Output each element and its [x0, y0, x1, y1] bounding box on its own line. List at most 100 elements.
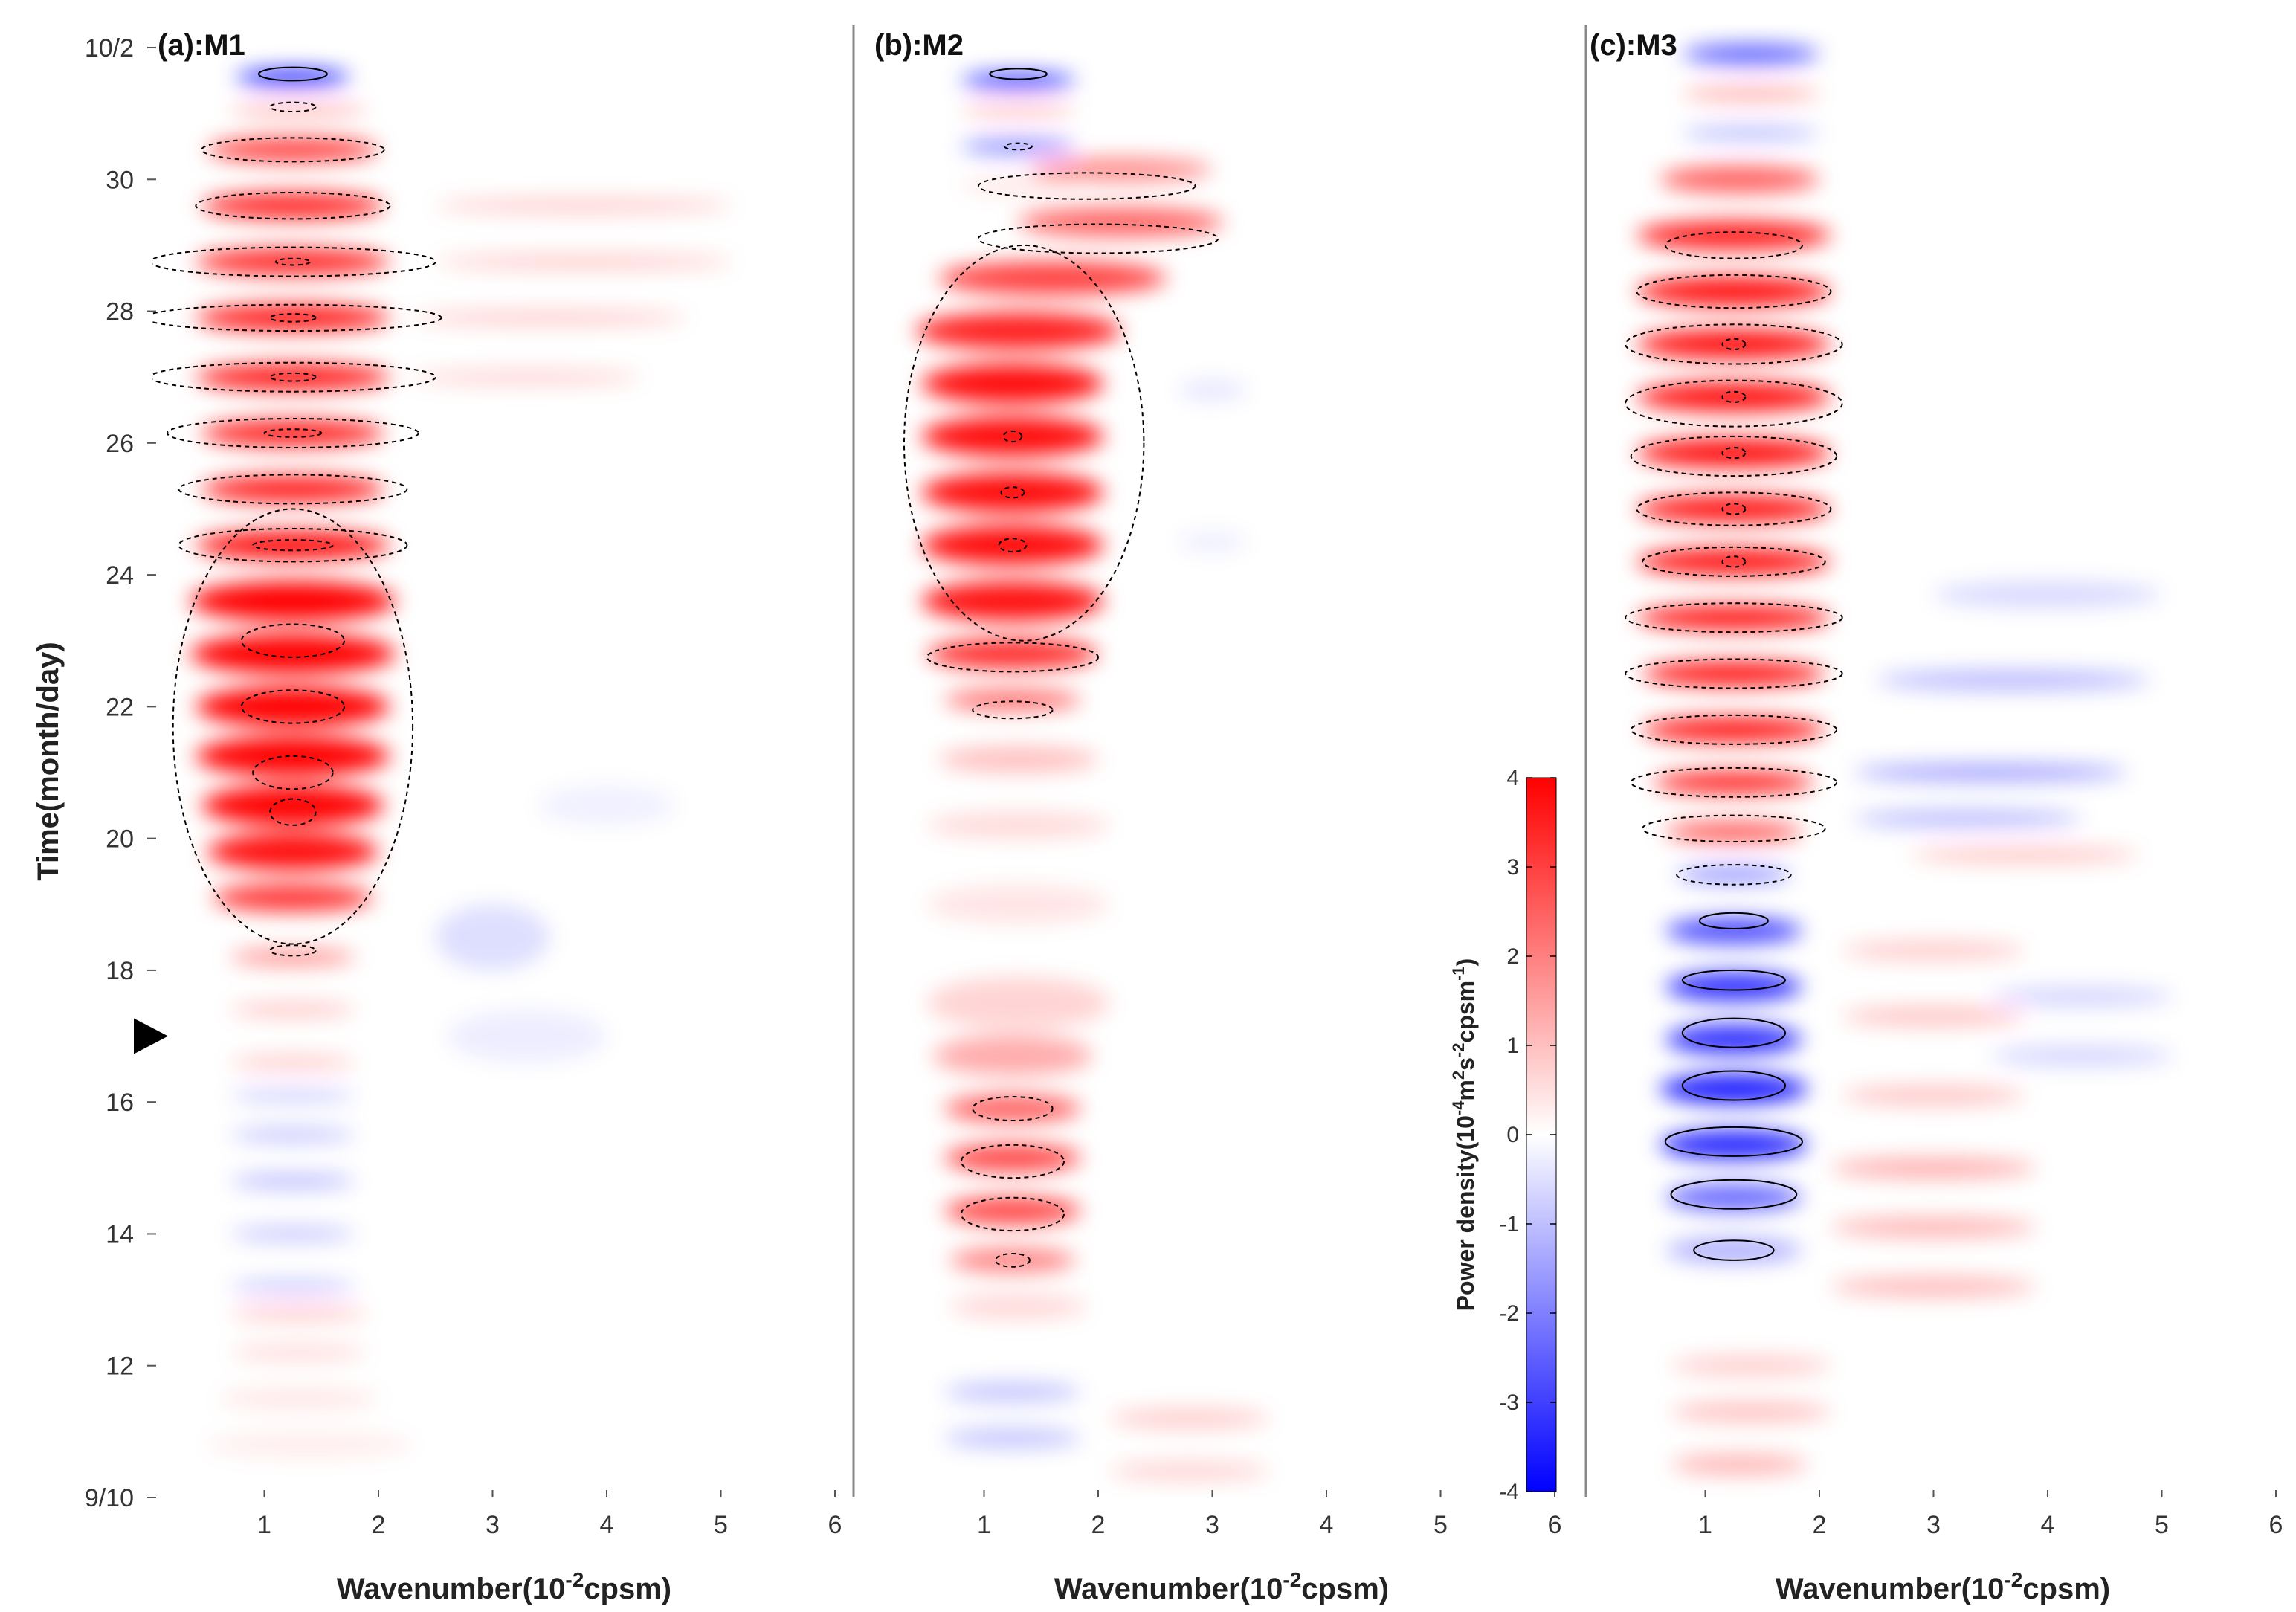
panel-b-power-blob-26 [944, 1428, 1081, 1448]
panel-b-power-blob-0 [961, 72, 1076, 88]
panel-a-power-blob-7 [201, 419, 384, 447]
panel-c-x-ticks: 1 2 3 4 5 6 [1698, 1490, 2283, 1539]
panel-b: (b):M2 1 2 3 4 5 6 Wavenumber(10-2cpsm) [874, 29, 1561, 1605]
panel-c-contour-15 [1681, 1017, 1786, 1048]
panel-b-contour-10 [972, 1096, 1054, 1121]
panel-c-x-tick-label-3: 3 [1926, 1511, 1941, 1539]
panel-a-power-blob-16 [213, 884, 373, 912]
panel-c-title: (c):M3 [1590, 29, 1677, 62]
panel-a-contour-19 [269, 798, 317, 826]
panel-a-power-blob-35 [538, 785, 676, 825]
panel-a-x-tick-label-1: 1 [257, 1511, 271, 1539]
panel-a: (a):M1 1 2 3 4 5 6 Wavenumber(10-2cpsm) [152, 29, 842, 1605]
panel-c-heatmap-layer [1636, 44, 2173, 1474]
panel-a-x-tick-label-3: 3 [486, 1511, 500, 1539]
panel-a-power-blob-12 [196, 686, 390, 727]
panel-b-x-tick-label-3: 3 [1205, 1511, 1219, 1539]
colorbar-tick-label--2: -2 [1499, 1301, 1519, 1326]
panel-a-contour-10 [252, 539, 334, 552]
panel-c-contour-22 [1721, 447, 1747, 460]
panel-c-power-blob-26 [1671, 1454, 1808, 1474]
panel-c-contour-24 [1721, 555, 1747, 568]
y-tick-label-18: 28 [106, 298, 134, 326]
panel-c-power-blob-22 [1665, 1184, 1802, 1211]
panel-c-contour-14 [1681, 969, 1786, 991]
panel-c-power-blob-2 [1682, 125, 1819, 141]
panel-a-title: (a):M1 [158, 29, 245, 62]
panel-b-contours [903, 68, 1219, 1268]
panel-a-power-blob-32 [413, 370, 641, 384]
panel-b-contour-8 [926, 642, 1100, 673]
y-tick-label-4: 14 [106, 1220, 134, 1248]
panel-a-power-blob-10 [190, 581, 396, 622]
panel-c-contour-19 [1693, 1239, 1775, 1261]
panel-c-contour-21 [1721, 390, 1747, 403]
colorbar-label: Power density(10-4m2s-2cpsm-1) [1449, 958, 1479, 1312]
panel-c-contour-7 [1625, 602, 1843, 633]
panel-c-power-blob-0 [1682, 44, 1819, 65]
panel-b-power-blob-1 [961, 103, 1076, 117]
panel-c-power-blob-21 [1660, 1130, 1808, 1160]
panel-b-x-tick-label-2: 2 [1091, 1511, 1106, 1539]
panel-a-power-blob-6 [196, 364, 390, 390]
panel-a-power-blob-29 [435, 199, 732, 213]
panel-c-power-blob-36 [1831, 1217, 2037, 1237]
panel-a-power-blob-4 [196, 248, 390, 275]
panel-a-x-tick-label-2: 2 [372, 1511, 386, 1539]
y-tick-label-2: 12 [106, 1353, 134, 1381]
panel-c-contour-0 [1664, 231, 1803, 259]
panel-b-power-blob-3 [961, 179, 1076, 193]
y-axis-label: Time(month/day) [32, 642, 65, 881]
panel-c-power-blob-32 [1842, 941, 2025, 961]
panel-a-power-blob-30 [435, 255, 732, 268]
panel-a-heatmap [190, 69, 732, 1458]
panel-a-power-blob-19 [230, 1056, 356, 1069]
panel-b-power-blob-27 [1109, 1408, 1270, 1428]
panel-b-power-blob-12 [921, 581, 1104, 622]
panel-c-contour-4 [1630, 435, 1838, 477]
panel-b-contour-1 [1004, 142, 1033, 151]
panel-c-contour-20 [1721, 338, 1747, 350]
panel-b-x-ticks: 1 2 3 4 5 6 [977, 1490, 1561, 1539]
panel-c-xlabel: Wavenumber(10-2cpsm) [1776, 1568, 2110, 1605]
panel-a-power-blob-20 [230, 1089, 356, 1103]
panel-c-power-blob-38 [1990, 987, 2173, 1007]
panel-c-power-blob-5 [1636, 277, 1831, 306]
y-tick-label-12: 22 [106, 693, 134, 721]
panel-a-power-blob-34 [447, 1010, 607, 1063]
panel-c-x-tick-label-2: 2 [1813, 1511, 1827, 1539]
panel-b-contour-9 [972, 700, 1054, 720]
y-tick-label-0: 9/10 [85, 1484, 134, 1512]
panel-c-power-blob-6 [1636, 329, 1831, 359]
panel-c-power-blob-10 [1636, 548, 1831, 576]
panels: (a):M1 1 2 3 4 5 6 Wavenumber(10-2cpsm) (b):M… [152, 29, 2283, 1605]
panel-a-power-blob-22 [230, 1174, 356, 1188]
panel-c-power-blob-14 [1654, 772, 1814, 793]
panel-c-contour-10 [1630, 767, 1838, 798]
y-tick-label-8: 18 [106, 957, 134, 985]
panel-c-x-tick-label-4: 4 [2041, 1511, 2055, 1539]
panel-b-contour-2 [977, 172, 1196, 200]
panel-a-x-tick-label-5: 5 [714, 1511, 728, 1539]
panel-b-power-blob-18 [926, 976, 1110, 1030]
panel-b-power-blob-25 [944, 1382, 1081, 1402]
panel-a-power-blob-18 [230, 1003, 356, 1016]
colorbar-tick-label--3: -3 [1499, 1390, 1519, 1415]
panel-a-contour-15 [172, 508, 414, 945]
y-tick-label-6: 16 [106, 1089, 134, 1117]
panel-b-contour-13 [994, 1253, 1031, 1268]
panel-a-contour-13 [263, 428, 323, 438]
panel-b-power-blob-30 [1178, 532, 1247, 552]
panel-c-contour-12 [1676, 864, 1792, 886]
panel-c-contour-8 [1625, 658, 1843, 689]
panel-a-power-blob-24 [230, 1280, 356, 1294]
panel-b-power-blob-16 [926, 812, 1110, 839]
panel-c-power-blob-17 [1665, 918, 1802, 944]
panel-a-power-blob-14 [201, 785, 384, 825]
panel-a-contour-8 [178, 474, 408, 505]
panel-c-power-blob-33 [1842, 1006, 2025, 1027]
panel-b-contour-11 [960, 1144, 1065, 1179]
panel-b-power-blob-7 [915, 312, 1121, 349]
y-tick-label-22: 10/2 [85, 34, 134, 62]
